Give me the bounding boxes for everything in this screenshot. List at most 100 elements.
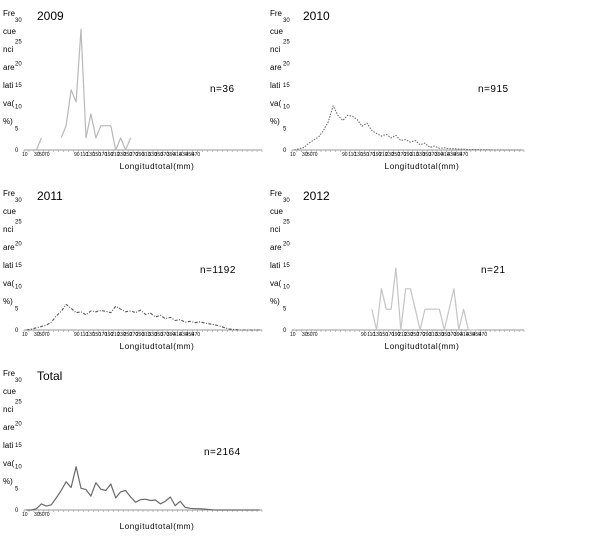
x-tick-label: 290 — [136, 152, 145, 158]
x-tick-label: 170 — [386, 332, 395, 338]
x-tick-label: 110 — [348, 152, 356, 158]
x-tick-label: 10 — [22, 332, 28, 338]
x-tick-label: 450 — [454, 152, 463, 158]
x-tick-label: 210 — [379, 152, 388, 158]
y-tick-label: 20 — [15, 61, 22, 67]
chart-title: Total — [37, 369, 62, 383]
x-tick-label: 70 — [44, 152, 50, 158]
x-tick-label: 30 — [34, 512, 40, 518]
y-axis-label-line: va( — [3, 99, 14, 108]
x-tick-label: 250 — [411, 332, 420, 338]
y-tick-label: 25 — [15, 40, 22, 46]
x-tick-label: 230 — [117, 152, 126, 158]
x-tick-label: 110 — [80, 152, 88, 158]
x-tick-label: 110 — [80, 332, 88, 338]
y-axis-label-line: %) — [3, 297, 13, 306]
x-tick-label: 350 — [423, 152, 432, 158]
x-tick-label: 290 — [136, 332, 145, 338]
series-line — [26, 303, 260, 331]
y-tick-label: 0 — [15, 328, 19, 334]
chart-panel-2009: 2009 Fre cue nci are lati va(%) 0 5 10 15 20 25 30 10 3… — [3, 9, 263, 171]
x-tick-label: 30 — [302, 152, 308, 158]
y-tick-label: 20 — [15, 241, 22, 247]
x-tick-label: 390 — [167, 332, 176, 338]
y-tick-label: 10 — [15, 105, 22, 111]
x-tick-label: 170 — [99, 152, 108, 158]
x-tick-label: 390 — [454, 332, 463, 338]
y-tick-label: 30 — [283, 198, 290, 204]
x-tick-label: 30 — [34, 152, 40, 158]
x-tick-label: 110 — [367, 332, 375, 338]
y-axis-label-line: cue — [270, 207, 283, 216]
y-tick-label: 25 — [283, 220, 290, 226]
y-tick-label: 25 — [15, 220, 22, 226]
y-axis-label-line: lati — [270, 261, 280, 270]
x-tick-label: 410 — [441, 152, 450, 158]
chart-title: 2009 — [37, 9, 64, 23]
x-tick-label: 470 — [479, 332, 488, 338]
y-axis-label-line: %) — [270, 117, 280, 126]
chart-title: 2010 — [303, 9, 330, 23]
x-tick-label: 330 — [416, 152, 425, 158]
x-tick-label: 290 — [404, 152, 413, 158]
x-tick-label: 470 — [460, 152, 469, 158]
series-line — [60, 28, 132, 151]
y-axis-label-line: lati — [270, 81, 280, 90]
x-tick-label: 310 — [142, 332, 151, 338]
x-tick-label: 210 — [111, 332, 120, 338]
x-tick-label: 410 — [173, 332, 182, 338]
y-tick-label: 0 — [15, 148, 19, 154]
x-tick-label: 350 — [442, 332, 451, 338]
x-tick-label: 50 — [307, 152, 313, 158]
x-tick-label: 310 — [142, 152, 151, 158]
x-tick-label: 90 — [342, 152, 348, 158]
x-tick-label: 170 — [99, 332, 108, 338]
x-axis-label: Longitudtotal(mm) — [385, 162, 460, 171]
x-tick-label: 150 — [380, 332, 389, 338]
x-tick-label: 410 — [173, 152, 182, 158]
x-tick-label: 390 — [167, 152, 176, 158]
x-tick-label: 170 — [367, 152, 376, 158]
x-tick-label: 450 — [186, 152, 195, 158]
y-tick-label: 10 — [283, 105, 290, 111]
x-axis-label: Longitudtotal(mm) — [120, 162, 195, 171]
series-line — [294, 105, 522, 151]
x-tick-label: 190 — [105, 152, 114, 158]
y-tick-label: 20 — [283, 61, 290, 67]
x-tick-label: 210 — [111, 152, 120, 158]
x-tick-label: 310 — [429, 332, 438, 338]
x-tick-label: 90 — [361, 332, 367, 338]
y-axis-label-line: nci — [3, 45, 13, 54]
y-tick-label: 15 — [283, 83, 290, 89]
x-tick-label: 370 — [429, 152, 438, 158]
x-axis-label: Longitudtotal(mm) — [120, 342, 195, 351]
chart-panel-total: Total Fre cue nci are lati va(%) 0 5 10 15 20 25 30 10… — [3, 369, 263, 531]
y-tick-label: 5 — [15, 126, 19, 132]
y-axis-label-line: va( — [270, 279, 281, 288]
x-tick-label: 70 — [44, 512, 50, 518]
y-axis-label-line: %) — [270, 297, 280, 306]
x-tick-label: 270 — [417, 332, 426, 338]
y-axis-label-line: Fre — [3, 9, 16, 18]
x-tick-label: 50 — [39, 512, 45, 518]
x-tick-label: 430 — [179, 332, 188, 338]
x-tick-label: 370 — [161, 332, 170, 338]
y-axis-label-line: are — [270, 243, 282, 252]
x-tick-label: 290 — [423, 332, 432, 338]
x-tick-label: 310 — [410, 152, 419, 158]
sample-size-annotation: n=915 — [478, 84, 509, 95]
y-tick-label: 10 — [15, 285, 22, 291]
x-tick-label: 350 — [155, 332, 164, 338]
x-tick-label: 270 — [130, 332, 139, 338]
y-axis-label-line: are — [3, 63, 15, 72]
x-tick-label: 270 — [398, 152, 407, 158]
y-tick-label: 0 — [283, 328, 287, 334]
x-tick-label: 190 — [105, 332, 114, 338]
x-tick-label: 350 — [155, 152, 164, 158]
y-tick-label: 0 — [283, 148, 287, 154]
x-tick-label: 50 — [39, 332, 45, 338]
y-tick-label: 30 — [15, 198, 22, 204]
x-tick-label: 130 — [373, 332, 382, 338]
x-tick-label: 30 — [34, 332, 40, 338]
